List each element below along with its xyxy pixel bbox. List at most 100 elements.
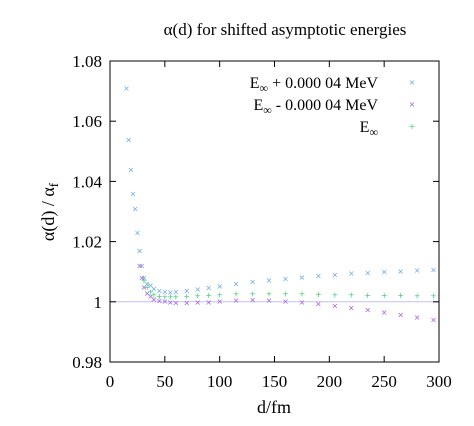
series-3-point: + — [141, 277, 148, 286]
legend-label-1: E∞ + 0.000 04 MeV — [250, 75, 379, 95]
series-3-point: + — [205, 291, 212, 300]
series-3-point: + — [348, 291, 355, 300]
series-1-point: × — [315, 271, 322, 280]
series-3-point: + — [266, 289, 273, 298]
series-3-point: + — [299, 290, 306, 299]
y-tick-label: 1.02 — [72, 233, 102, 252]
series-1-point: × — [156, 286, 163, 295]
series-2-point: × — [299, 298, 306, 307]
series-1-point: × — [414, 266, 421, 275]
series-1-point: × — [147, 281, 154, 290]
series-3-point: + — [144, 283, 151, 292]
series-1-point: × — [299, 273, 306, 282]
series-1-point: × — [134, 229, 141, 238]
series-2-point: × — [156, 296, 163, 305]
series-3-point: + — [147, 287, 154, 296]
x-tick-label: 50 — [156, 372, 173, 391]
series-3-point: + — [151, 290, 158, 299]
x-tick-label: 200 — [317, 372, 343, 391]
series-1-point: × — [397, 267, 404, 276]
series-2-point: × — [144, 289, 151, 298]
series-2-point: × — [141, 283, 148, 292]
chart-title: α(d) for shifted asymptotic energies — [164, 20, 407, 39]
x-tick-label: 0 — [106, 372, 115, 391]
series-3-point: + — [282, 289, 289, 298]
series-3-point: + — [167, 293, 174, 302]
series-2-point: × — [205, 298, 212, 307]
series-2-point: × — [315, 300, 322, 309]
series-1-point: × — [125, 135, 132, 144]
series-3-point: + — [172, 293, 179, 302]
series-1-point: × — [381, 267, 388, 276]
series-1-point: × — [266, 276, 273, 285]
series-3-point: + — [216, 290, 223, 299]
series-1-point: × — [205, 283, 212, 292]
x-tick-label: 300 — [426, 372, 452, 391]
series-3-point: + — [233, 290, 240, 299]
x-tick-label: 250 — [371, 372, 397, 391]
series-2-point: × — [331, 301, 338, 310]
legend-label-2: E∞ - 0.000 04 MeV — [253, 97, 378, 117]
series-3-point: + — [183, 292, 190, 301]
series-3-point: + — [156, 292, 163, 301]
legend-label-3: E∞ — [360, 119, 378, 139]
series-2-point: × — [364, 306, 371, 315]
series-1-point: × — [194, 285, 201, 294]
series-1-point: × — [364, 268, 371, 277]
series-1-point: × — [123, 84, 130, 93]
series-2-point: × — [161, 297, 168, 306]
series-2-point: × — [381, 308, 388, 317]
series-2-point: × — [167, 298, 174, 307]
series-1-point: × — [249, 277, 256, 286]
series-1-point: × — [151, 284, 158, 293]
series-1-point: × — [348, 269, 355, 278]
series-1-point: × — [183, 286, 190, 295]
series-2-point: × — [136, 262, 143, 271]
series-1-point: × — [233, 280, 240, 289]
series-1-point: × — [216, 282, 223, 291]
series-2-point: × — [183, 298, 190, 307]
series-3-point: + — [430, 291, 437, 300]
series-2-point: × — [233, 296, 240, 305]
legend-marker-3: + — [409, 122, 416, 131]
series-1-point: × — [130, 189, 137, 198]
y-tick-label: 1.06 — [72, 112, 102, 131]
x-tick-label: 100 — [207, 372, 233, 391]
x-tick-label: 150 — [262, 372, 288, 391]
series-3-point: + — [161, 292, 168, 301]
series-2-point: × — [266, 296, 273, 305]
series-2-point: × — [216, 297, 223, 306]
series-3-point: + — [249, 289, 256, 298]
series-2-point: × — [249, 296, 256, 305]
data-marks: ×××××××××××××××× × × × × × × × × × × × × × × × × ××××××××… — [123, 84, 437, 324]
series-1-point: × — [331, 270, 338, 279]
series-2-point: × — [172, 298, 179, 307]
series-1-point: × — [430, 265, 437, 274]
series-1-point: × — [132, 204, 139, 213]
series-2-point: × — [138, 274, 145, 283]
series-1-point: × — [127, 165, 134, 174]
y-tick-label: 0.98 — [72, 353, 102, 372]
x-axis-label: d/fm — [257, 397, 291, 417]
series-2-point: × — [397, 310, 404, 319]
series-3-point: + — [315, 290, 322, 299]
series-1-point: × — [172, 288, 179, 297]
series-3-point: + — [381, 291, 388, 300]
legend-marker-2: × — [409, 100, 416, 109]
series-3-point: + — [397, 291, 404, 300]
series-2-point: × — [282, 297, 289, 306]
y-axis-label-subscript: f — [46, 182, 61, 187]
series-1-point: × — [138, 262, 145, 271]
series-1-point: × — [144, 280, 151, 289]
y-tick-label: 1.04 — [72, 172, 102, 191]
series-3-point: + — [194, 291, 201, 300]
series-1-point: × — [167, 288, 174, 297]
y-axis-label-main: α(d) / α — [38, 187, 59, 241]
y-tick-label: 1.08 — [72, 52, 102, 71]
series-1-point: × — [141, 274, 148, 283]
legend: E∞ + 0.000 04 MeV × E∞ - 0.000 04 MeV × E∞ + — [250, 75, 416, 139]
series-1-point: × — [136, 247, 143, 256]
series-1-point: × — [282, 274, 289, 283]
y-axis-label: α(d) / αf — [38, 182, 61, 241]
